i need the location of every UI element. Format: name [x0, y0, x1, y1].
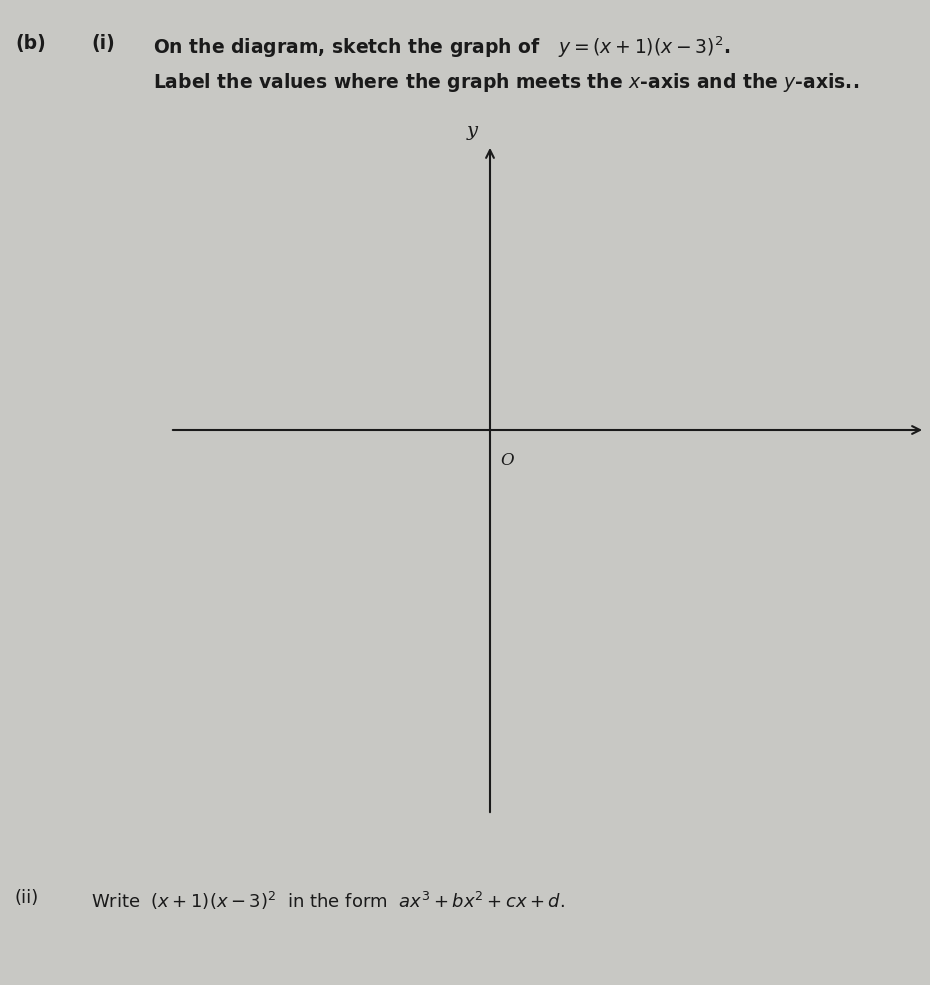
Text: Write  $(x+1)(x-3)^2$  in the form  $ax^3 + bx^2 + cx + d$.: Write $(x+1)(x-3)^2$ in the form $ax^3 +…	[91, 889, 565, 911]
Text: Label the values where the graph meets the $x$-axis and the $y$-axis..: Label the values where the graph meets t…	[153, 71, 859, 94]
Text: y: y	[467, 122, 478, 140]
Text: (i): (i)	[91, 34, 115, 53]
Text: On the diagram, sketch the graph of   $y = (x+1)(x-3)^2$.: On the diagram, sketch the graph of $y =…	[153, 34, 731, 60]
Text: O: O	[500, 452, 513, 469]
Text: (b): (b)	[15, 34, 46, 53]
Text: (ii): (ii)	[15, 889, 39, 907]
